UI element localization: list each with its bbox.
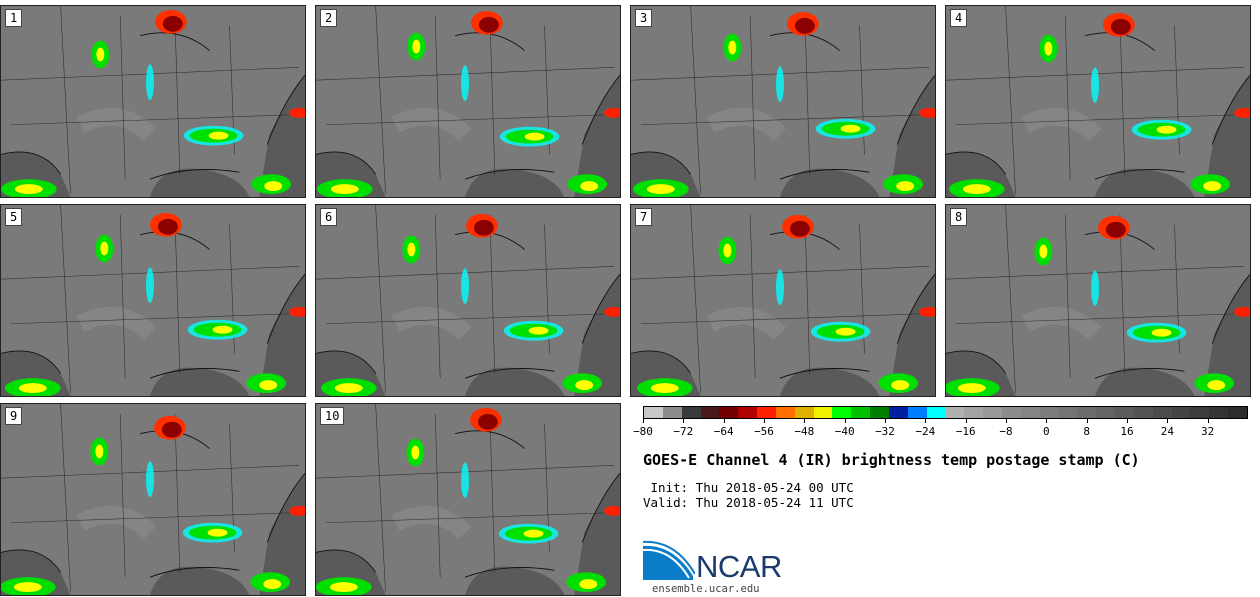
panel-number: 1 <box>5 9 23 27</box>
figure-title: GOES-E Channel 4 (IR) brightness temp po… <box>643 451 1140 469</box>
colorbar-swatch <box>719 407 739 418</box>
colorbar-swatch <box>851 407 871 418</box>
valid-time: Valid: Thu 2018-05-24 11 UTC <box>643 495 854 510</box>
colorbar-tick-label: −16 <box>955 425 976 438</box>
panel-number: 2 <box>320 9 338 27</box>
colorbar-swatch <box>1209 407 1229 418</box>
colorbar-tick <box>764 419 765 423</box>
colorbar-tick-label: 0 <box>1043 425 1050 438</box>
colorbar-swatch <box>1228 407 1247 418</box>
panel-number: 7 <box>635 208 653 226</box>
colorbar-swatch <box>1096 407 1116 418</box>
map-panel: 5 <box>0 204 306 397</box>
map-panel: 6 <box>315 204 621 397</box>
colorbar-swatch <box>738 407 758 418</box>
panel-number: 5 <box>5 208 23 226</box>
colorbar-tick-label: 32 <box>1201 425 1215 438</box>
colorbar-tick <box>885 419 886 423</box>
colorbar-swatch <box>832 407 852 418</box>
map-panel: 4 <box>945 5 1251 198</box>
colorbar-tick <box>1167 419 1169 423</box>
colorbar-swatch <box>870 407 889 418</box>
colorbar-swatch <box>926 407 946 418</box>
panel-number: 6 <box>320 208 338 226</box>
colorbar-swatch <box>1020 407 1040 418</box>
colorbar-swatch <box>1115 407 1134 418</box>
colorbar-tick <box>925 419 927 423</box>
colorbar-swatch <box>888 407 908 418</box>
colorbar-tick <box>1086 419 1088 423</box>
colorbar-tick-label: −40 <box>834 425 855 438</box>
colorbar-swatch <box>1058 407 1078 418</box>
colorbar-tick-label: 8 <box>1083 425 1090 438</box>
colorbar-tick <box>965 419 967 423</box>
ncar-logo-text: NCAR <box>696 549 782 584</box>
colorbar-swatch <box>1002 407 1021 418</box>
colorbar-tick-label: −48 <box>794 425 815 438</box>
map-panel: 1 <box>0 5 306 198</box>
colorbar-tick <box>1127 419 1128 423</box>
colorbar-tick <box>643 419 644 423</box>
colorbar-swatch <box>644 407 663 418</box>
colorbar-swatch <box>757 407 776 418</box>
colorbar-tick <box>1207 419 1209 423</box>
colorbar-tick-label: −8 <box>999 425 1013 438</box>
panel-number: 10 <box>320 407 345 425</box>
colorbar-tick <box>1006 419 1007 423</box>
panel-number: 3 <box>635 9 653 27</box>
colorbar-swatch <box>1133 407 1153 418</box>
colorbar <box>643 406 1248 419</box>
colorbar-tick <box>723 419 725 423</box>
panel-number: 4 <box>950 9 968 27</box>
colorbar-tick-label: −72 <box>673 425 694 438</box>
colorbar-swatch <box>681 407 701 418</box>
colorbar-tick-label: 24 <box>1160 425 1174 438</box>
colorbar-swatch <box>945 407 965 418</box>
panel-number: 9 <box>5 407 23 425</box>
colorbar-swatch <box>700 407 720 418</box>
colorbar-swatch <box>775 407 795 418</box>
colorbar-tick-label: −64 <box>713 425 734 438</box>
map-panel: 7 <box>630 204 936 397</box>
map-panel: 2 <box>315 5 621 198</box>
colorbar-swatch <box>907 407 927 418</box>
colorbar-swatch <box>983 407 1003 418</box>
colorbar-swatch <box>1077 407 1097 418</box>
colorbar-tick-label: −56 <box>754 425 774 438</box>
panel-number: 8 <box>950 208 968 226</box>
colorbar-swatch <box>662 407 682 418</box>
colorbar-swatch <box>964 407 984 418</box>
colorbar-tick <box>683 419 685 423</box>
map-panel: 9 <box>0 403 306 596</box>
colorbar-tick-label: 16 <box>1120 425 1134 438</box>
colorbar-tick-label: −24 <box>915 425 936 438</box>
colorbar-tick <box>1046 419 1048 423</box>
colorbar-swatch <box>1171 407 1191 418</box>
colorbar-tick <box>844 419 846 423</box>
init-time: Init: Thu 2018-05-24 00 UTC <box>643 480 854 495</box>
colorbar-tick <box>804 419 806 423</box>
colorbar-swatch <box>1190 407 1210 418</box>
colorbar-ticks: −80 −72 −64 −56 −48 −40 −32 −24 −16 −8 0 8 16 24 32 <box>633 419 1248 441</box>
colorbar-swatch <box>794 407 814 418</box>
map-panel: 10 <box>315 403 621 596</box>
map-panel: 3 <box>630 5 936 198</box>
colorbar-swatch <box>813 407 833 418</box>
ncar-logo-icon <box>643 540 695 580</box>
colorbar-tick-label: −32 <box>875 425 895 438</box>
colorbar-swatch <box>1152 407 1172 418</box>
colorbar-swatch <box>1039 407 1059 418</box>
logo-url: ensemble.ucar.edu <box>652 583 760 595</box>
colorbar-tick-label: −80 <box>633 425 653 438</box>
map-panel: 8 <box>945 204 1251 397</box>
